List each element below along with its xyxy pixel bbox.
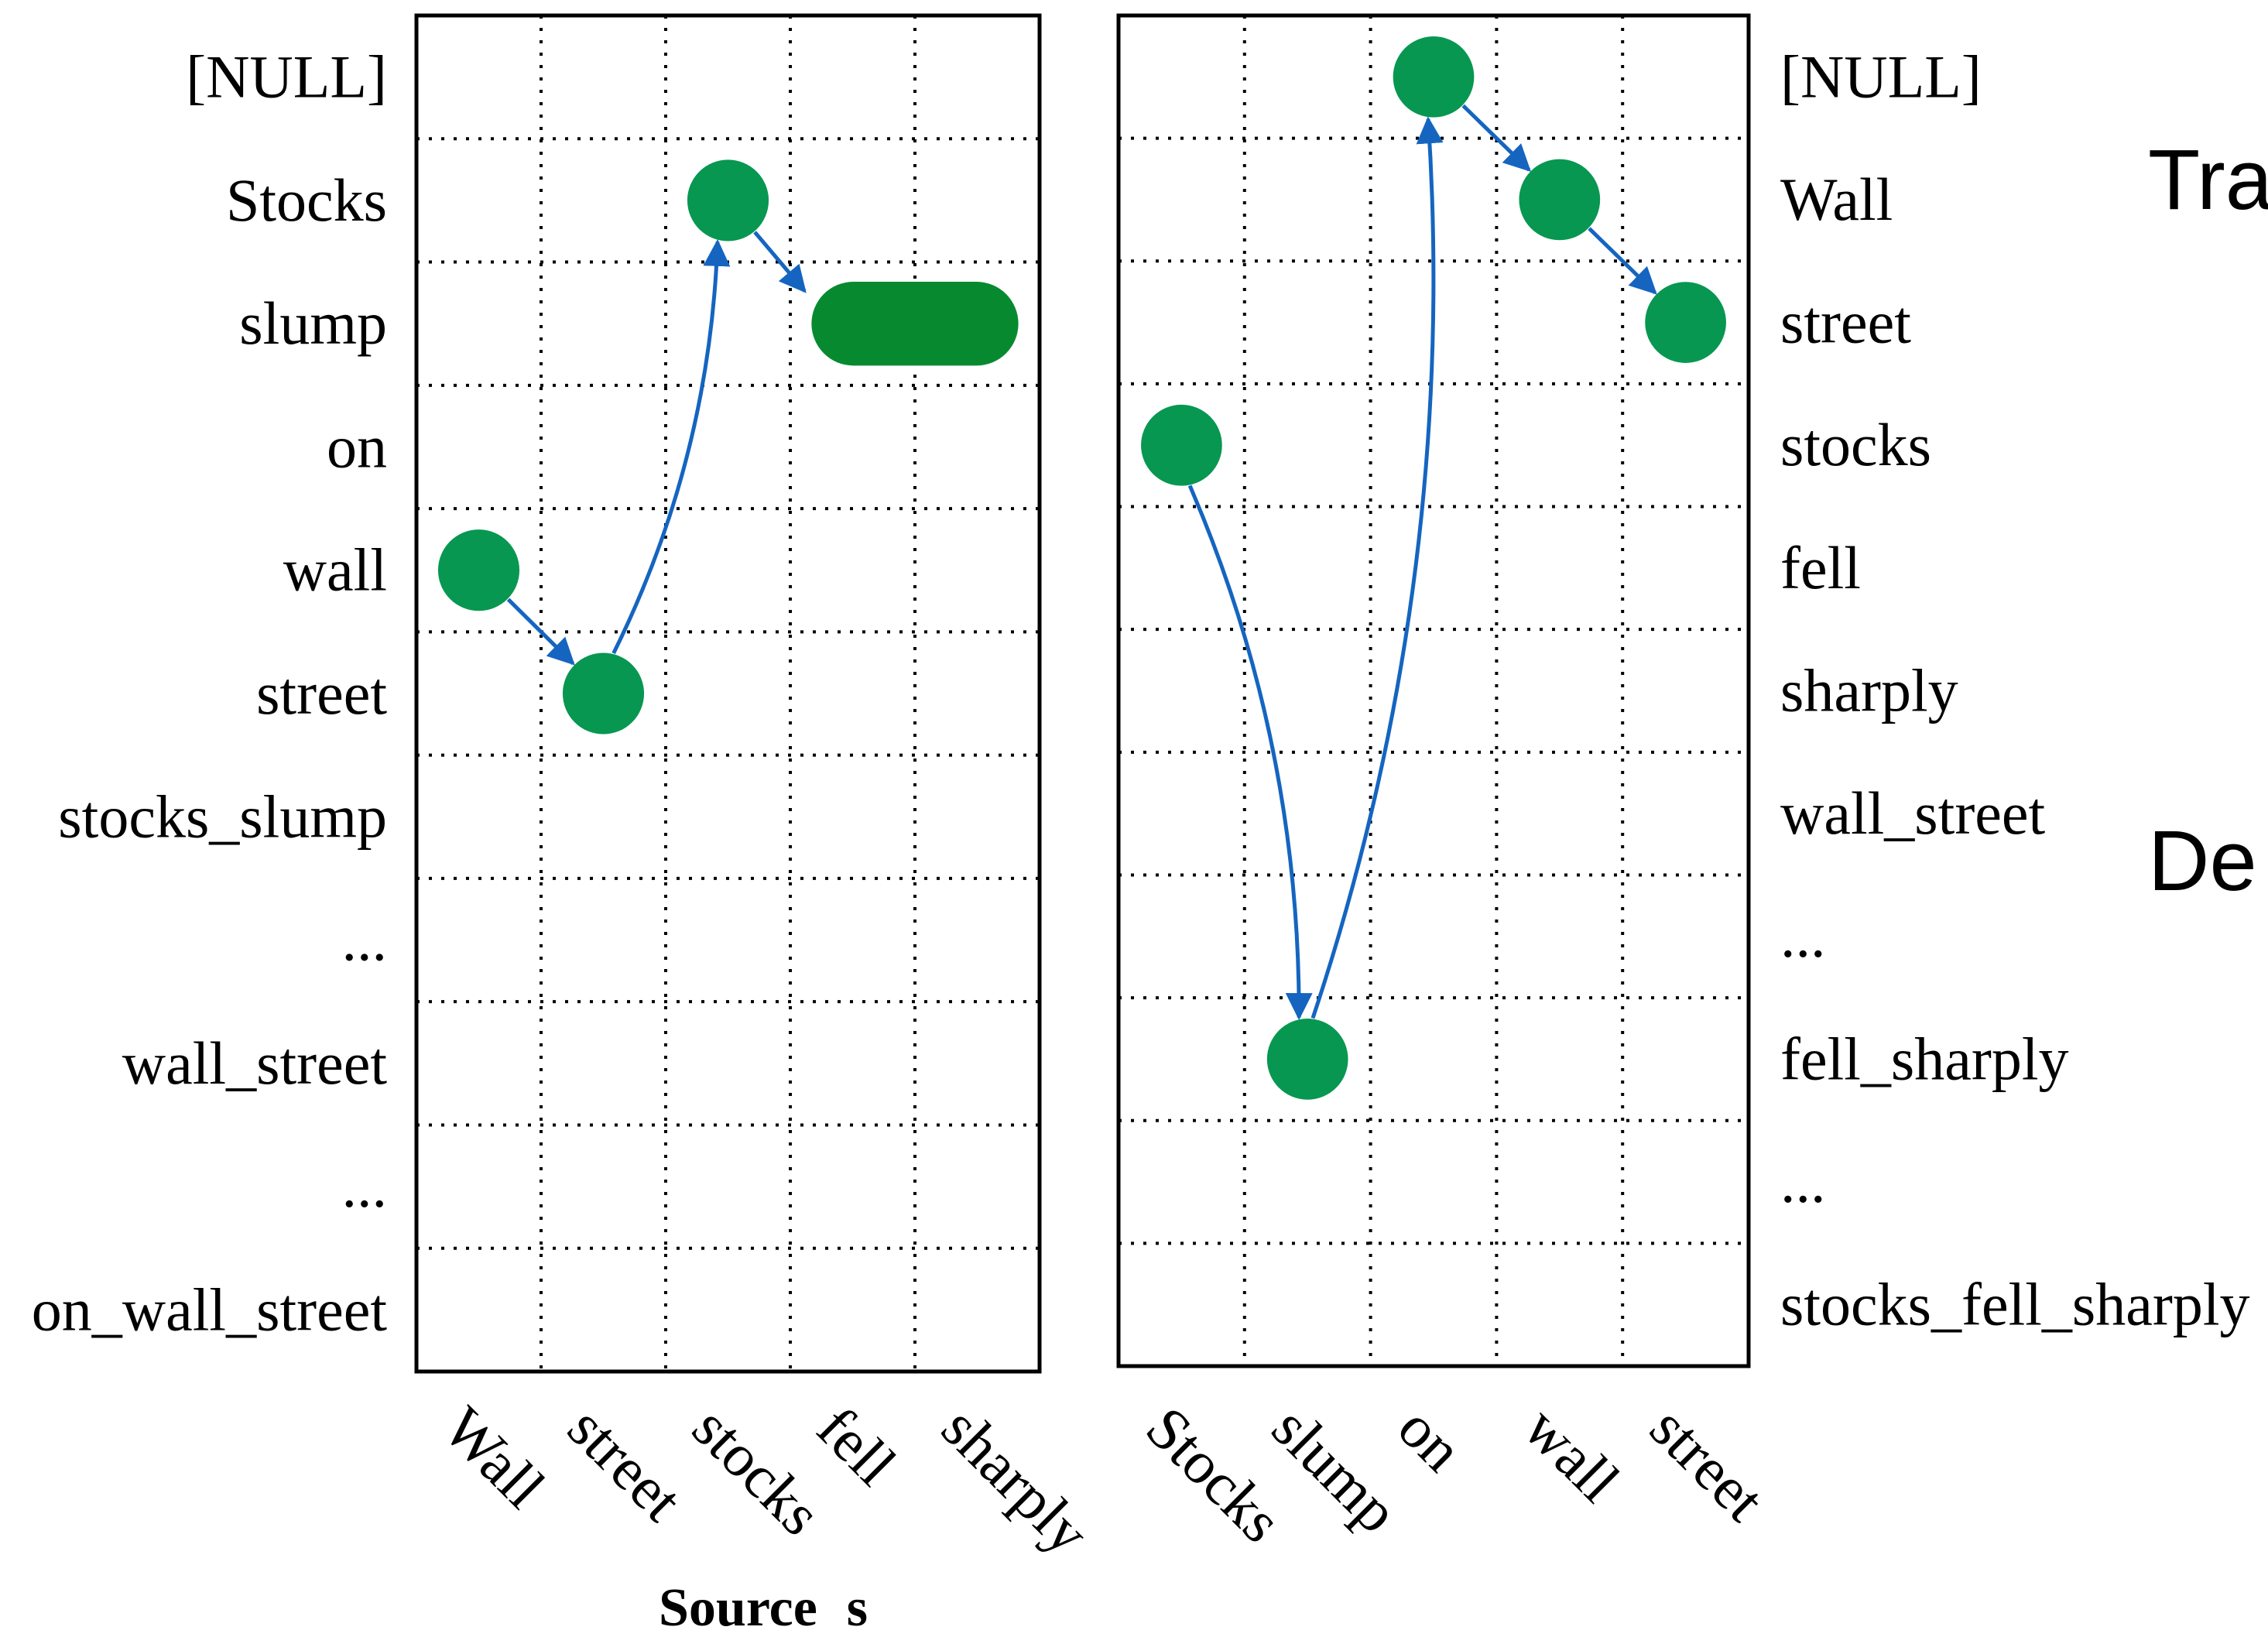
right-row-label: fell	[1780, 534, 1861, 601]
left-row-label: on_wall_street	[32, 1276, 388, 1343]
left-row-label: slump	[239, 289, 387, 357]
right-row-label: ...	[1780, 1148, 1826, 1215]
left-column-label: stocks	[680, 1394, 834, 1548]
right-row-label: stocks_fell_sharply	[1780, 1271, 2250, 1338]
right-row-label: Wall	[1780, 166, 1893, 233]
right-alignment-node	[1141, 404, 1222, 486]
left-row-label: [NULL]	[186, 43, 387, 111]
left-alignment-arrow	[506, 598, 575, 666]
left-panel-frame	[414, 13, 1042, 1374]
left-row-labels: [NULL] Stocks slump on wall street stocks_slum…	[32, 43, 388, 1344]
source-word: Source	[659, 1578, 817, 1637]
left-alignment-panel: [NULL] Stocks slump on wall street stocks_slum…	[32, 13, 1102, 1567]
right-row-label: [NULL]	[1780, 43, 1982, 110]
right-row-label: ...	[1780, 902, 1826, 970]
right-alignment-arrow	[1461, 104, 1531, 173]
left-row-label: stocks_slump	[58, 783, 387, 850]
right-column-label: on	[1386, 1394, 1476, 1485]
right-alignment-node	[1519, 159, 1601, 241]
source-variable: s	[847, 1578, 868, 1637]
right-alignment-node	[1393, 36, 1475, 118]
right-alignment-node	[1266, 1019, 1348, 1100]
side-label-bottom: De	[2148, 813, 2257, 909]
right-alignment-arrows	[1187, 104, 1657, 1021]
left-alignment-node	[562, 652, 645, 735]
left-row-label: street	[256, 659, 387, 727]
left-alignment-arrows	[506, 231, 807, 666]
source-axis-label: Source s	[659, 1578, 868, 1637]
right-row-label: sharply	[1780, 657, 1958, 724]
left-alignment-node	[437, 529, 520, 611]
left-row-label: wall	[283, 536, 387, 604]
right-alignment-node	[1645, 282, 1726, 363]
left-column-label: fell	[804, 1394, 909, 1498]
side-label-top: Tra	[2148, 132, 2268, 228]
right-alignment-nodes	[1141, 36, 1726, 1100]
right-alignment-arrow	[1187, 485, 1313, 1021]
left-row-label: wall_street	[122, 1029, 388, 1097]
right-column-label: wall	[1512, 1394, 1632, 1515]
left-column-label: Wall	[430, 1394, 557, 1521]
right-row-labels: [NULL] Wall street stocks fell sharply wall_st…	[1780, 43, 2250, 1337]
left-row-label: on	[327, 413, 387, 480]
left-row-label: ...	[342, 1152, 388, 1220]
right-row-label: stocks	[1780, 411, 1931, 478]
right-alignment-panel: [NULL] Wall street stocks fell sharply wall_st…	[1116, 13, 2250, 1556]
right-row-label: fell_sharply	[1780, 1025, 2069, 1092]
left-grid	[414, 13, 1042, 1374]
left-column-label: street	[555, 1394, 695, 1534]
left-row-label: Stocks	[226, 166, 387, 234]
right-panel-frame	[1116, 13, 1751, 1368]
left-alignment-arrow	[612, 238, 731, 655]
right-grid	[1116, 13, 1751, 1368]
left-column-label: sharply	[929, 1394, 1102, 1567]
left-phrase-span	[811, 282, 1019, 366]
left-alignment-node	[687, 159, 769, 241]
right-row-label: wall_street	[1780, 779, 2046, 847]
right-alignment-arrow	[1310, 116, 1444, 1019]
right-row-label: street	[1780, 289, 1911, 356]
left-row-label: ...	[342, 906, 388, 974]
right-column-label: street	[1638, 1394, 1778, 1534]
right-column-label: slump	[1259, 1394, 1411, 1546]
right-alignment-arrow	[1588, 227, 1657, 295]
right-column-label: Stocks	[1133, 1394, 1295, 1556]
left-alignment-nodes	[437, 159, 1019, 735]
left-alignment-arrow	[753, 231, 807, 293]
